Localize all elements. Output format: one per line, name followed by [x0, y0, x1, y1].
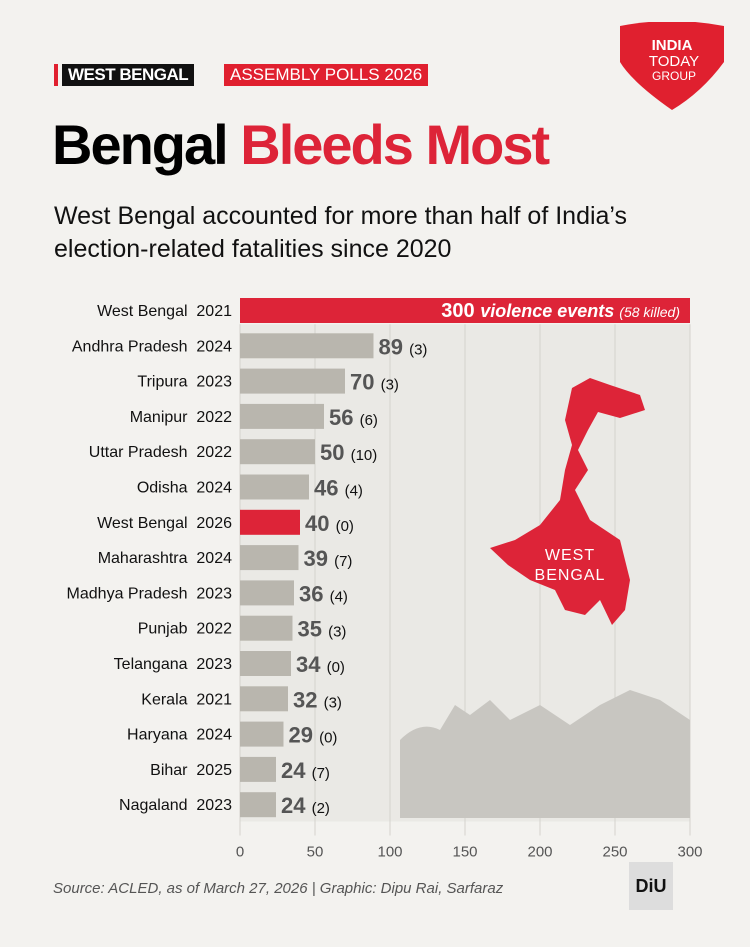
x-tick-label: 300 [677, 844, 702, 861]
bar [240, 756, 276, 782]
india-today-logo: INDIA TODAY GROUP [620, 22, 724, 110]
value-label: 46 (4) [314, 476, 363, 501]
map-label: BENGAL [535, 567, 606, 584]
x-tick-label: 50 [307, 844, 324, 861]
bar [240, 686, 288, 712]
bar [240, 792, 276, 818]
tag-accent [54, 64, 58, 86]
page-title: Bengal Bleeds Most [52, 112, 550, 177]
bar [240, 651, 291, 676]
value-label: 34 (0) [296, 652, 345, 677]
category-label: Tripura 2023 [137, 374, 232, 391]
subtitle: West Bengal accounted for more than half… [54, 202, 628, 263]
west-bengal-map: WEST BENGAL [490, 378, 645, 625]
category-label: Maharashtra 2024 [98, 550, 232, 567]
category-label: Bihar 2025 [150, 762, 232, 779]
x-tick-label: 250 [602, 844, 627, 861]
bar [240, 721, 284, 747]
category-label: Manipur 2022 [130, 409, 232, 426]
title-black: Bengal [52, 113, 229, 176]
bar [240, 474, 309, 500]
bar [240, 403, 324, 429]
bar [240, 368, 345, 394]
category-label: Haryana 2024 [127, 727, 232, 744]
category-label: Nagaland 2023 [119, 797, 232, 814]
bar [240, 298, 690, 323]
svg-text:TODAY: TODAY [649, 53, 699, 70]
bar [240, 333, 374, 359]
value-label: 29 (0) [289, 723, 338, 748]
category-label: Andhra Pradesh 2024 [72, 338, 232, 355]
value-label: 24 (7) [281, 758, 330, 783]
bar [240, 545, 299, 571]
value-label: 35 (3) [298, 617, 347, 642]
category-label: Uttar Pradesh 2022 [89, 444, 232, 461]
x-tick-label: 0 [236, 844, 244, 861]
value-label: 70 (3) [350, 370, 399, 395]
diu-logo: DiU [629, 862, 673, 910]
map-label: WEST [545, 547, 595, 564]
category-label: Odisha 2024 [137, 480, 232, 497]
category-label: Punjab 2022 [138, 621, 232, 638]
x-tick-label: 150 [452, 844, 477, 861]
tag-event: ASSEMBLY POLLS 2026 [224, 64, 429, 86]
value-label: 32 (3) [293, 687, 342, 712]
bar-chart: 0 50 100 150 200 250 300 WEST BENGAL West Beng… [67, 298, 703, 861]
value-label: 89 (3) [379, 334, 428, 359]
category-label: Telangana 2023 [114, 656, 232, 673]
title-red: Bleeds Most [240, 113, 550, 176]
crowd-silhouette [400, 690, 690, 818]
category-label: Kerala 2021 [141, 691, 232, 708]
category-label: West Bengal 2026 [97, 515, 232, 532]
x-tick-label: 100 [377, 844, 402, 861]
bar [240, 439, 315, 465]
tag-region: WEST BENGAL [62, 64, 195, 86]
value-label: 50 (10) [320, 440, 377, 465]
bar [240, 615, 293, 641]
svg-text:GROUP: GROUP [652, 69, 696, 83]
value-label: 39 (7) [304, 546, 353, 571]
source-note: Source: ACLED, as of March 27, 2026 | Gr… [53, 880, 504, 897]
category-label: West Bengal 2021 [97, 303, 232, 320]
x-tick-label: 200 [527, 844, 552, 861]
bar [240, 509, 300, 535]
svg-text:INDIA: INDIA [652, 37, 693, 54]
bar [240, 580, 294, 606]
value-label: 300 violence events (58 killed) [441, 300, 680, 322]
value-label: 24 (2) [281, 793, 330, 818]
value-label: 36 (4) [299, 581, 348, 606]
category-label: Madhya Pradesh 2023 [67, 585, 233, 602]
value-label: 40 (0) [305, 511, 354, 536]
value-label: 56 (6) [329, 405, 378, 430]
